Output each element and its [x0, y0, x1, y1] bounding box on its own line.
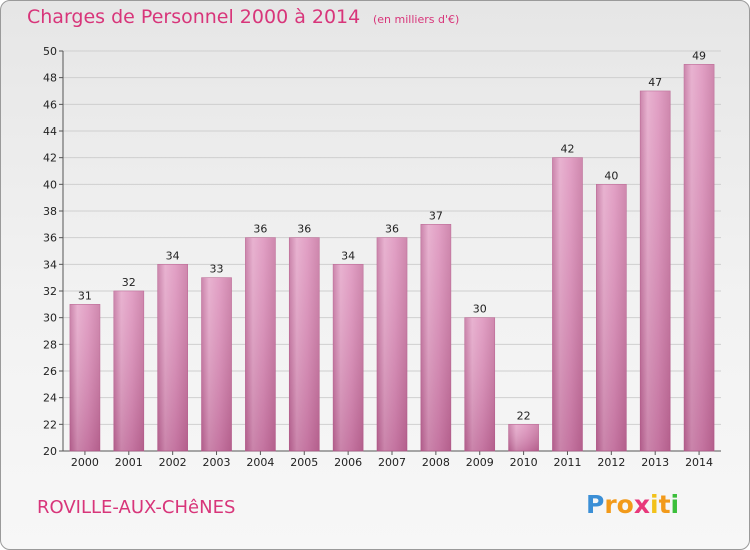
x-tick-label: 2011: [553, 456, 581, 469]
bar-value-label: 36: [385, 223, 399, 236]
bar-shade: [377, 237, 407, 451]
x-tick-label: 2000: [71, 456, 99, 469]
bar-value-label: 36: [297, 223, 311, 236]
y-tick-label: 42: [43, 152, 57, 165]
y-tick-label: 46: [43, 98, 57, 111]
bar-shade: [333, 264, 364, 451]
bar-value-label: 34: [166, 249, 180, 262]
bar-value-label: 49: [692, 49, 706, 62]
y-tick-label: 34: [43, 258, 57, 271]
logo-letter: i: [650, 490, 659, 519]
x-tick-label: 2004: [246, 456, 274, 469]
bar-value-label: 31: [78, 289, 92, 302]
x-tick-label: 2005: [290, 456, 318, 469]
x-tick-label: 2002: [159, 456, 187, 469]
bar-value-label: 40: [604, 169, 618, 182]
bar-value-label: 22: [517, 409, 531, 422]
x-tick-label: 2009: [466, 456, 494, 469]
logo-letter: P: [586, 490, 605, 519]
y-tick-label: 44: [43, 125, 57, 138]
x-tick-label: 2008: [422, 456, 450, 469]
logo-letter: x: [633, 490, 650, 519]
bar-shade: [640, 91, 671, 451]
bar-value-label: 47: [648, 76, 662, 89]
bar-shade: [245, 237, 276, 451]
bar-shade: [464, 317, 495, 451]
x-tick-label: 2007: [378, 456, 406, 469]
bar-shade: [113, 291, 144, 451]
x-tick-label: 2003: [203, 456, 231, 469]
logo-letter: o: [616, 490, 634, 519]
logo-letter: i: [670, 490, 680, 519]
x-tick-label: 2012: [597, 456, 625, 469]
bar-shade: [508, 424, 539, 451]
chart-title: Charges de Personnel 2000 à 2014: [27, 6, 361, 28]
y-tick-label: 32: [43, 285, 57, 298]
bar-value-label: 42: [560, 143, 574, 156]
logo-letter: r: [604, 490, 617, 519]
y-tick-label: 20: [43, 445, 57, 458]
bar-shade: [69, 304, 100, 451]
bar-shade: [201, 277, 232, 451]
chart-subtitle: (en milliers d'€): [373, 13, 460, 26]
bar-value-label: 34: [341, 249, 355, 262]
y-tick-label: 50: [43, 45, 57, 58]
bar-value-label: 32: [122, 276, 136, 289]
bars: [69, 64, 715, 452]
location-label: ROVILLE-AUX-CHêNES: [37, 497, 236, 518]
x-tick-label: 2014: [685, 456, 713, 469]
y-tick-label: 28: [43, 338, 57, 351]
bar-shade: [552, 157, 583, 451]
bar-value-label: 33: [210, 263, 224, 276]
y-tick-label: 38: [43, 205, 57, 218]
bar-value-label: 37: [429, 209, 443, 222]
bar-shade: [684, 64, 715, 452]
bar-value-label: 36: [253, 223, 267, 236]
x-tick-label: 2001: [115, 456, 143, 469]
y-tick-label: 36: [43, 232, 57, 245]
y-tick-label: 40: [43, 178, 57, 191]
bar-shade: [420, 224, 451, 451]
bar-shade: [157, 264, 188, 451]
x-tick-label: 2010: [510, 456, 538, 469]
y-tick-label: 26: [43, 365, 57, 378]
logo-letter: t: [658, 490, 671, 519]
bar-shade: [596, 184, 627, 452]
labels: 20 22 24 26 28 30 32 34 36 38 40 42 44 46 48 50 31 2000 32…: [43, 45, 713, 469]
y-tick-label: 48: [43, 72, 57, 85]
x-tick-label: 2013: [641, 456, 669, 469]
y-tick-label: 24: [43, 392, 57, 405]
bar-value-label: 30: [473, 303, 487, 316]
x-tick-label: 2006: [334, 456, 362, 469]
proxiti-logo: Proxiti: [586, 490, 679, 519]
bar-shade: [289, 237, 320, 451]
y-tick-label: 30: [43, 312, 57, 325]
y-tick-label: 22: [43, 418, 57, 431]
